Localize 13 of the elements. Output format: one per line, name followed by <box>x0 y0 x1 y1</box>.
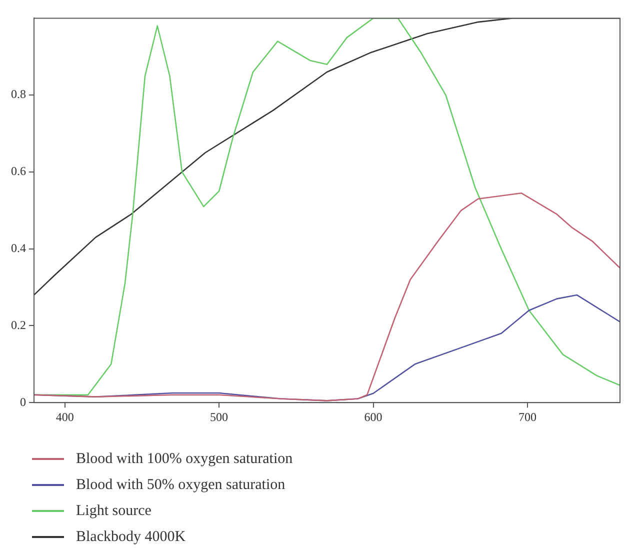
legend-label: Blood with 50% oxygen saturation <box>76 476 286 494</box>
x-tick-label: 500 <box>210 410 228 424</box>
y-tick-label: 0.2 <box>11 318 26 332</box>
legend-label: Blackbody 4000K <box>76 528 186 546</box>
x-tick-label: 600 <box>364 410 382 424</box>
x-tick-label: 700 <box>518 410 536 424</box>
x-tick-label: 400 <box>56 410 74 424</box>
y-tick-label: 0.4 <box>11 240 26 255</box>
legend-label: Blood with 100% oxygen saturation <box>76 450 293 468</box>
y-tick-label: 0 <box>20 394 26 409</box>
legend-label: Light source <box>76 502 152 520</box>
y-tick-label: 0.6 <box>11 164 26 178</box>
y-tick-label: 0.8 <box>11 87 26 102</box>
